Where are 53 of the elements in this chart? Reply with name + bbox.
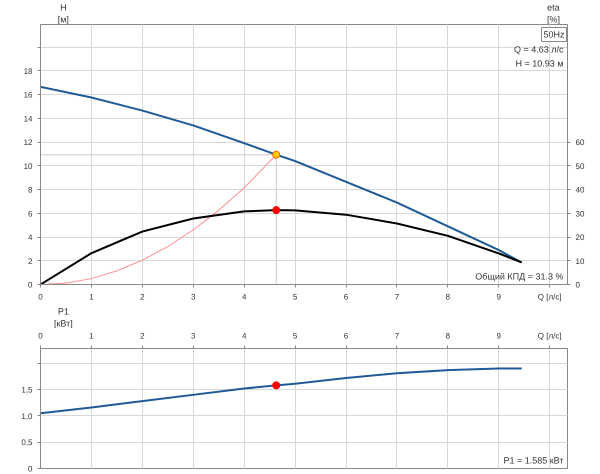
y-tick-label: 4	[28, 233, 34, 242]
y2-tick-label: 20	[576, 233, 585, 242]
y-tick-label: 16	[24, 90, 34, 100]
x-tick-label: 7	[394, 332, 400, 340]
y-tick-label: 0	[28, 280, 34, 290]
annotation: 50Hz	[543, 30, 565, 40]
y2-tick-label: 10	[576, 256, 585, 266]
annotation: P1 = 1.585 кВт	[503, 456, 564, 466]
y-tick-label: 18	[24, 66, 34, 76]
x-tick-label: 0	[38, 292, 44, 302]
x-tick-label: 9	[496, 332, 502, 340]
y-axis-title: P1 [кВт]	[54, 306, 73, 328]
y2-tick-label: 40	[576, 186, 585, 195]
line-series	[40, 86, 523, 264]
x-tick-label: 8	[446, 292, 451, 302]
y2-tick-label: 30	[576, 209, 585, 218]
y-tick-label: 14	[24, 114, 34, 124]
annotation: Общий КПД = 31.3 %	[475, 272, 564, 282]
line-series	[40, 368, 523, 414]
x-tick-label: 6	[344, 332, 349, 340]
annotation: Q = 4.63 л/с	[514, 44, 564, 54]
x-tick-label: 5	[292, 292, 298, 302]
y2-tick-label: 60	[576, 138, 585, 148]
y-tick-label: 1,5	[21, 386, 34, 395]
y2-tick-label: 50	[576, 162, 585, 171]
x-tick-label: 8	[446, 332, 451, 340]
x-tick-label: 0	[38, 332, 44, 340]
x-tick-label: 1	[89, 292, 94, 302]
x-tick-label: 4	[242, 332, 247, 340]
x-tick-label: 2	[140, 332, 146, 340]
x-tick-label: 6	[344, 292, 349, 302]
y-tick-label: 8	[28, 186, 34, 195]
y-tick-label: 2	[28, 256, 34, 266]
y-tick-label: 0,5	[21, 438, 34, 448]
x-tick-label: 9	[496, 292, 502, 302]
x-tick-label: 3	[191, 292, 196, 302]
y2-tick-label: 0	[576, 280, 580, 290]
x-tick-label: 4	[242, 292, 247, 302]
y-tick-label: 6	[28, 209, 34, 218]
y2-axis-title: eta [%]	[546, 2, 560, 24]
x-tick-label: 3	[191, 332, 196, 340]
y-tick-label: 12	[24, 138, 34, 148]
x-tick-label: 5	[292, 332, 298, 340]
y-tick-label: 1,0	[21, 412, 34, 421]
x-tick-label: Q [л/с]	[538, 332, 562, 340]
y-axis-title: H [м]	[58, 2, 69, 24]
x-tick-label: 2	[140, 292, 146, 302]
x-tick-label: 7	[394, 292, 400, 302]
y-tick-label: 10	[24, 162, 34, 171]
x-tick-label: Q [л/с]	[538, 292, 562, 302]
x-tick-label: 1	[89, 332, 94, 340]
annotation: H = 10.93 м	[516, 58, 564, 68]
y-tick-label: 0	[28, 464, 34, 474]
